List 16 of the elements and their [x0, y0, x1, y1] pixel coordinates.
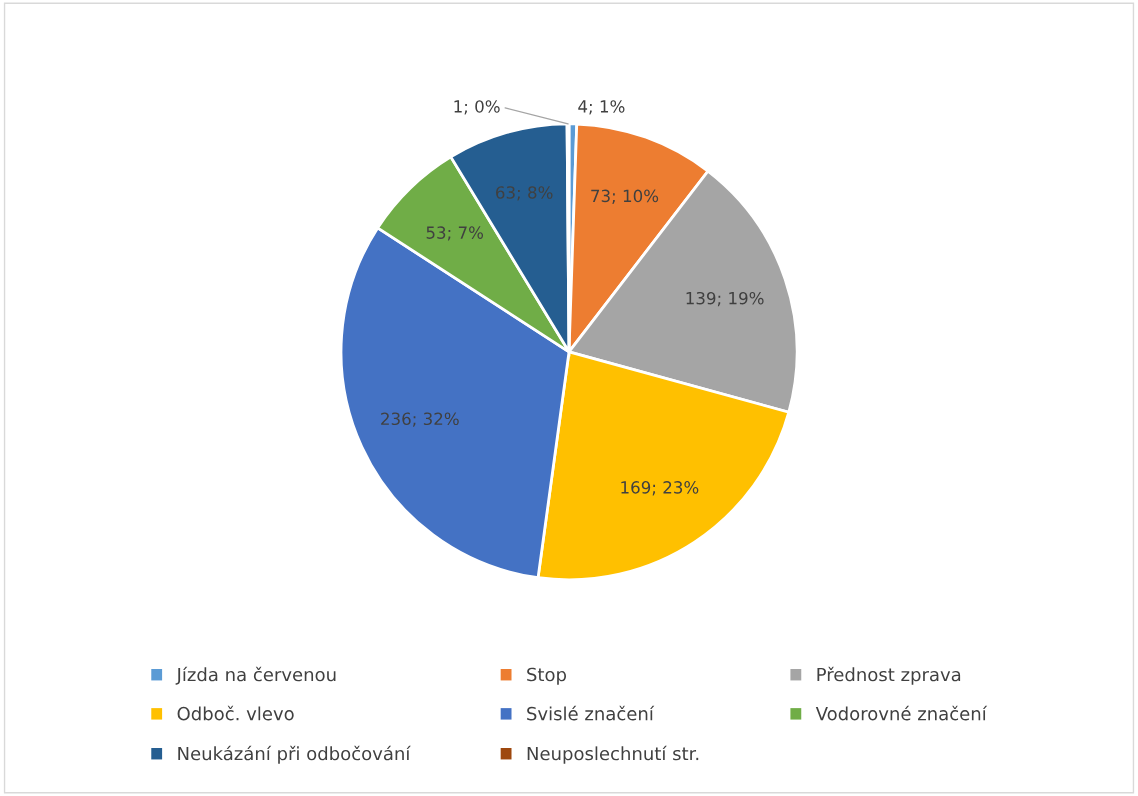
data-label: 53; 7%: [426, 226, 484, 241]
legend-label: Vodorovné značení: [815, 705, 988, 721]
data-label: 63; 8%: [496, 186, 553, 201]
legend-label: Jízda na červenou: [175, 666, 336, 685]
legend-label: Neukázání při odbočování: [178, 745, 411, 764]
legend-label: Neuposlechnutí str.: [527, 745, 699, 764]
legend-label: Odboč. vlevo: [177, 705, 294, 721]
legend-label: Stop: [527, 667, 567, 685]
data-label: 1; 0%: [454, 100, 500, 115]
data-label: 169; 23%: [621, 481, 699, 496]
data-label: 139; 19%: [686, 291, 764, 307]
data-label: 73; 10%: [591, 189, 659, 204]
legend-label: Svislé značení: [527, 705, 655, 721]
legend-label: Přednost zprava: [817, 666, 961, 685]
data-label: 4; 1%: [578, 100, 625, 115]
data-label: 236; 32%: [381, 412, 459, 427]
